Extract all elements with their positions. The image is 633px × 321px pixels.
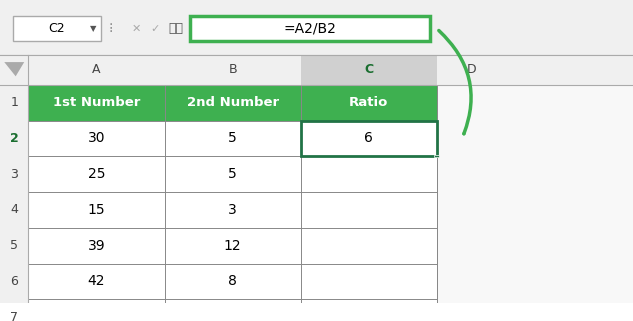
Text: 8: 8 [228, 274, 237, 288]
Text: 5: 5 [229, 167, 237, 181]
FancyBboxPatch shape [301, 228, 437, 264]
FancyBboxPatch shape [28, 121, 165, 156]
Text: 6: 6 [364, 131, 373, 145]
Text: A: A [92, 63, 101, 76]
Text: ⁝: ⁝ [109, 22, 113, 36]
FancyBboxPatch shape [301, 264, 437, 299]
Text: 5: 5 [10, 239, 18, 252]
Text: =A2/B2: =A2/B2 [284, 22, 337, 36]
FancyBboxPatch shape [28, 299, 165, 321]
Text: C2: C2 [49, 22, 65, 35]
Text: 2: 2 [10, 132, 18, 145]
FancyBboxPatch shape [301, 156, 437, 192]
Text: 15: 15 [88, 203, 105, 217]
FancyBboxPatch shape [190, 16, 430, 41]
FancyBboxPatch shape [28, 228, 165, 264]
Text: 12: 12 [224, 239, 241, 253]
FancyBboxPatch shape [434, 155, 439, 158]
FancyBboxPatch shape [28, 264, 165, 299]
Text: 39: 39 [88, 239, 105, 253]
FancyBboxPatch shape [0, 55, 633, 85]
FancyBboxPatch shape [28, 85, 165, 121]
Text: 3: 3 [10, 168, 18, 181]
Text: 42: 42 [88, 274, 105, 288]
FancyBboxPatch shape [0, 55, 633, 303]
Polygon shape [4, 62, 24, 76]
FancyBboxPatch shape [0, 55, 28, 303]
FancyBboxPatch shape [0, 0, 633, 55]
FancyBboxPatch shape [301, 192, 437, 228]
Text: Ratio: Ratio [349, 96, 389, 109]
FancyBboxPatch shape [301, 299, 437, 321]
Text: ✓: ✓ [151, 24, 160, 34]
FancyBboxPatch shape [165, 264, 301, 299]
Text: 𝑓𝑥: 𝑓𝑥 [168, 22, 184, 35]
FancyBboxPatch shape [165, 299, 301, 321]
Text: 6: 6 [10, 275, 18, 288]
FancyBboxPatch shape [165, 192, 301, 228]
Text: C: C [364, 63, 373, 76]
Text: 5: 5 [229, 131, 237, 145]
FancyBboxPatch shape [165, 85, 301, 121]
Text: 2nd Number: 2nd Number [187, 96, 279, 109]
FancyBboxPatch shape [301, 55, 437, 85]
Text: B: B [229, 63, 237, 76]
FancyBboxPatch shape [28, 192, 165, 228]
FancyBboxPatch shape [165, 156, 301, 192]
Text: 7: 7 [10, 311, 18, 321]
FancyBboxPatch shape [28, 156, 165, 192]
Text: ▼: ▼ [91, 24, 97, 33]
Text: 25: 25 [88, 167, 105, 181]
Text: 30: 30 [88, 131, 105, 145]
FancyBboxPatch shape [165, 228, 301, 264]
Text: 1: 1 [10, 96, 18, 109]
FancyBboxPatch shape [165, 121, 301, 156]
FancyBboxPatch shape [301, 85, 437, 121]
Text: ✕: ✕ [132, 24, 141, 34]
Text: D: D [467, 63, 477, 76]
Text: 4: 4 [10, 204, 18, 216]
FancyBboxPatch shape [13, 16, 101, 41]
Text: 3: 3 [229, 203, 237, 217]
FancyArrowPatch shape [439, 30, 471, 134]
Text: 1st Number: 1st Number [53, 96, 141, 109]
FancyBboxPatch shape [301, 121, 437, 156]
